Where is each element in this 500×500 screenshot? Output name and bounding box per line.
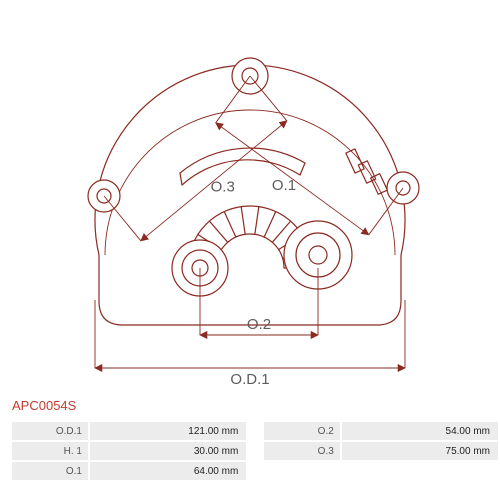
spec-value: 64.00 mm (90, 462, 246, 480)
spec-value: 30.00 mm (90, 442, 246, 460)
technical-drawing: O.D.1 O.2 O.1 O.3 (0, 0, 500, 390)
spec-label: O.2 (264, 422, 340, 440)
svg-text:O.3: O.3 (211, 179, 235, 196)
spec-label: H. 1 (12, 442, 88, 460)
table-row: H. 130.00 mm O.375.00 mm (12, 442, 498, 460)
table-row: O.D.1121.00 mm O.254.00 mm (12, 422, 498, 440)
spec-value: 54.00 mm (342, 422, 498, 440)
svg-text:O.1: O.1 (272, 177, 296, 194)
page: O.D.1O.2O.1O.3 APC0054S O.D.1121.00 mmO.… (0, 0, 500, 500)
spec-label: O.D.1 (12, 422, 88, 440)
product-code: APC0054S (12, 398, 76, 413)
spec-label (264, 462, 340, 480)
spec-table: O.D.1121.00 mm O.254.00 mm H. 130.00 mm O.3… (10, 420, 500, 482)
svg-text:O.2: O.2 (247, 316, 271, 333)
table-row: O.164.00 mm (12, 462, 498, 480)
spec-label: O.3 (264, 442, 340, 460)
spec-value (342, 462, 498, 480)
spec-value: 121.00 mm (90, 422, 246, 440)
spec-value: 75.00 mm (342, 442, 498, 460)
svg-text:O.D.1: O.D.1 (230, 371, 269, 388)
spec-label: O.1 (12, 462, 88, 480)
drawing-svg: O.D.1 O.2 O.1 O.3 (0, 0, 500, 390)
